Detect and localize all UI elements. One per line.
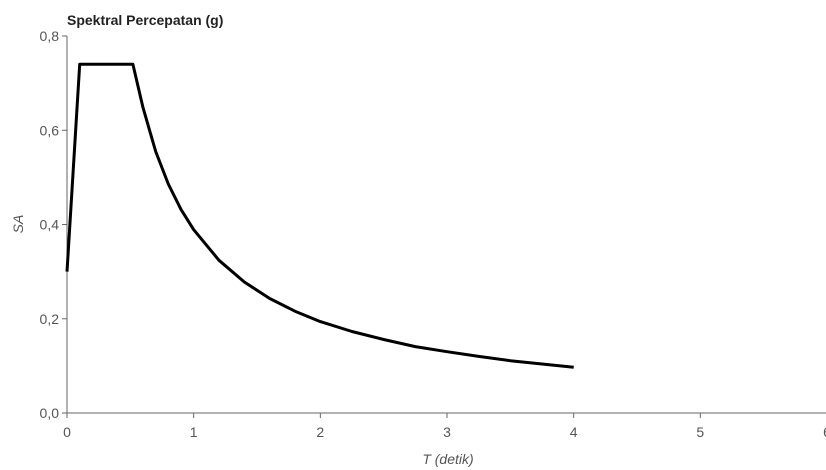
y-tick-label: 0,0 [40, 405, 60, 421]
y-tick-label: 0,2 [40, 311, 60, 327]
x-axis: 0 1 2 3 4 5 6 [63, 412, 826, 440]
x-tick-label: 4 [570, 424, 578, 440]
x-tick-label: 2 [316, 424, 324, 440]
x-tick-label: 0 [63, 424, 71, 440]
y-tick-label: 0,8 [40, 28, 60, 44]
y-tick-label: 0,6 [40, 122, 60, 138]
x-axis-label: T (detik) [422, 451, 473, 467]
chart-title: Spektral Percepatan (g) [67, 12, 223, 28]
x-tick-label: 3 [443, 424, 451, 440]
series-line-0 [65, 62, 574, 369]
series-group [65, 62, 574, 369]
x-tick-label: 5 [696, 424, 704, 440]
y-tick-label: 0,4 [40, 217, 60, 233]
x-tick-label: 1 [190, 424, 198, 440]
y-axis: 0,0 0,2 0,4 0,6 0,8 [40, 28, 68, 421]
y-axis-label: SA [10, 215, 26, 234]
x-tick-label: 6 [823, 424, 826, 440]
